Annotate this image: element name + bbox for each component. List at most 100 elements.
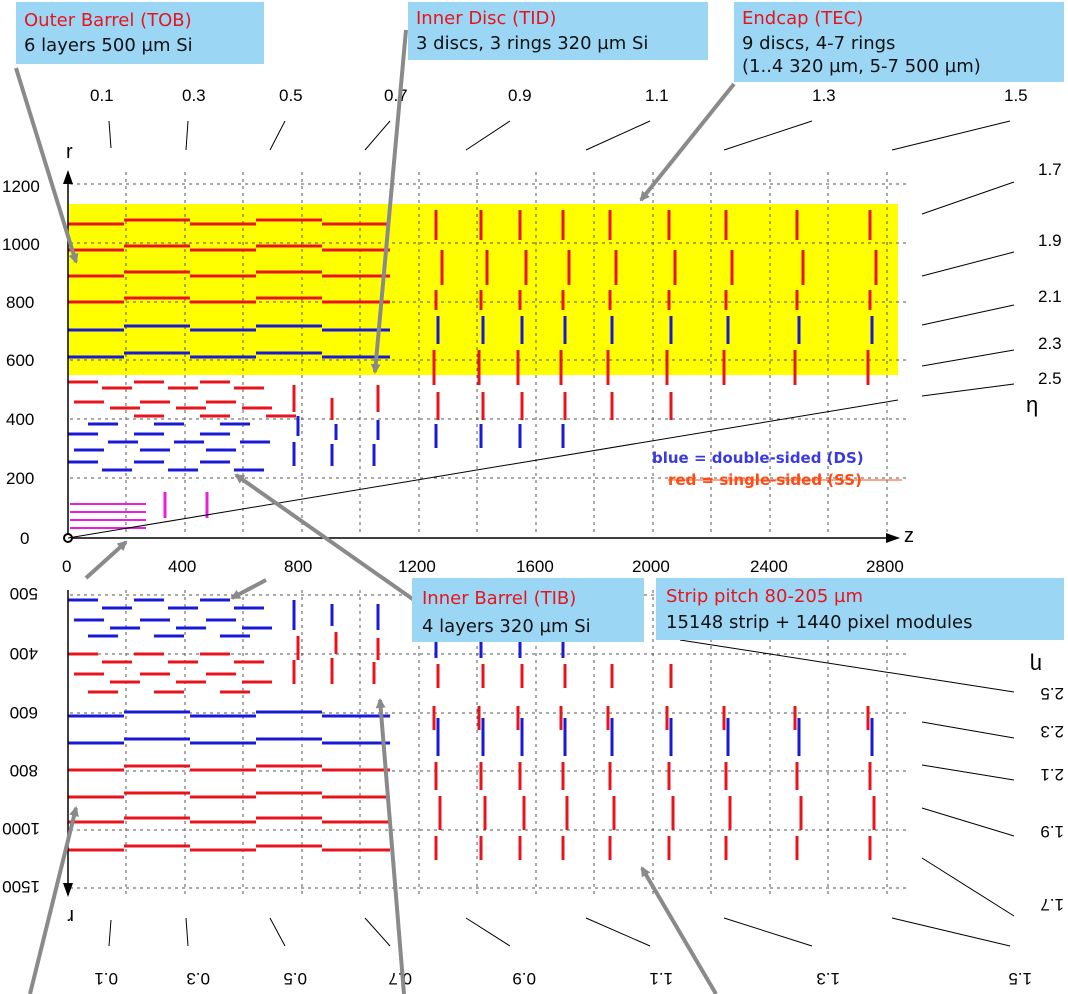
callout-strip-pitch: Strip pitch 80-205 µm 15148 strip + 1440… <box>656 578 1064 640</box>
r-tick-800: 800 <box>6 293 34 312</box>
eta-line <box>891 120 1011 151</box>
eta-line <box>921 857 1015 917</box>
eta-label-1.1: 1.1 <box>645 86 669 105</box>
mirror-eta-1.3: 1.3 <box>816 969 840 988</box>
eta-line <box>364 917 391 947</box>
callout-tid-text: 3 discs, 3 rings 320 µm Si <box>416 33 648 54</box>
eta-labels-mirror: 0.1 0.3 0.5 0.7 0.9 1.1 1.3 1.5 2.5 2.3 … <box>94 684 1064 988</box>
r-tick-1200: 1200 <box>2 177 40 196</box>
eta-line <box>108 120 112 149</box>
mirror-eta-0.9: 0.9 <box>512 969 536 988</box>
eta-line <box>465 917 511 947</box>
eta-line <box>269 917 286 947</box>
z-tick-1200: 1200 <box>398 557 436 576</box>
eta-line <box>921 251 1015 277</box>
endcap-region-highlight <box>68 204 898 375</box>
eta-line <box>364 120 391 151</box>
eta-label-0.7: 0.7 <box>384 86 408 105</box>
eta-right-labels: 1.7 1.9 2.1 2.3 2.5 <box>1038 160 1062 388</box>
eta-line <box>921 181 1015 215</box>
eta-line <box>269 120 286 151</box>
eta-label-0.3: 0.3 <box>182 86 206 105</box>
eta-label-1.3: 1.3 <box>812 86 836 105</box>
eta-label-0.9: 0.9 <box>508 86 532 105</box>
eta-line <box>891 917 1011 947</box>
mirror-eta-1.1: 1.1 <box>649 969 673 988</box>
r-tick-600: 600 <box>6 351 34 370</box>
eta-label-0.1: 0.1 <box>90 86 114 105</box>
arrow-tec-mirror <box>640 866 718 994</box>
eta-line <box>723 120 813 151</box>
eta-axis-label-mirror: η <box>1030 653 1042 678</box>
beam-eta-line <box>67 399 899 539</box>
z-tick-0: 0 <box>62 557 71 576</box>
eta-line <box>185 917 189 947</box>
eta-line <box>921 349 1015 367</box>
arrow-tib-mirror <box>230 578 267 600</box>
r-tick-1000: 1000 <box>2 235 40 254</box>
eta-label-2.1: 2.1 <box>1038 287 1062 306</box>
eta-label-1.7: 1.7 <box>1038 160 1062 179</box>
eta-label-2.3: 2.3 <box>1038 334 1062 353</box>
eta-line <box>921 807 1015 837</box>
eta-top-labels: 0.1 0.3 0.5 0.7 0.9 1.1 1.3 1.5 <box>90 86 1028 105</box>
arrow-tob-mirror <box>28 806 79 994</box>
mirror-eta-0.7: 0.7 <box>388 969 412 988</box>
callout-tec-line2: (1..4 320 µm, 5-7 500 µm) <box>742 56 981 77</box>
callout-tec: Endcap (TEC) 9 discs, 4-7 rings (1..4 32… <box>734 2 1064 82</box>
arrow-tob <box>14 67 79 264</box>
arrow-tid-mirror <box>375 698 406 994</box>
mirror-eta-2.3: 2.3 <box>1040 722 1064 741</box>
z-tick-2000: 2000 <box>632 557 670 576</box>
arrow-tib <box>234 473 416 602</box>
r-tick-labels-mirror: 500 400 600 800 1000 1500 <box>2 584 40 896</box>
callout-tib-title: Inner Barrel (TIB) <box>422 588 576 609</box>
callout-tec-title: Endcap (TEC) <box>742 8 863 29</box>
callout-tob-text: 6 layers 500 µm Si <box>24 35 193 56</box>
callout-pitch-text: 15148 strip + 1440 pixel modules <box>666 612 972 633</box>
z-tick-2400: 2400 <box>750 557 788 576</box>
eta-label-1.5: 1.5 <box>1004 86 1028 105</box>
eta-line <box>585 120 651 151</box>
eta-line <box>465 120 511 151</box>
legend-double-sided: blue = double-sided (DS) <box>652 449 864 467</box>
mirror-r-tick-1000: 1000 <box>2 819 40 838</box>
eta-lines <box>108 120 1015 947</box>
callout-tid-title: Inner Disc (TID) <box>416 8 556 29</box>
z-tick-2800: 2800 <box>866 557 904 576</box>
eta-line <box>585 917 651 947</box>
arrow-tec <box>639 82 736 202</box>
eta-label-0.5: 0.5 <box>279 86 303 105</box>
mirror-eta-0.1: 0.1 <box>94 969 118 988</box>
mirror-r-tick-400: 400 <box>10 644 38 663</box>
eta-line <box>108 919 112 947</box>
arrow-tid <box>370 29 408 374</box>
mirror-eta-1.7: 1.7 <box>1040 895 1064 914</box>
arrow-origin <box>84 540 128 580</box>
mirror-eta-1.9: 1.9 <box>1040 822 1064 841</box>
z-tick-1600: 1600 <box>516 557 554 576</box>
z-tick-400: 400 <box>168 557 196 576</box>
r-tick-400: 400 <box>6 410 34 429</box>
callout-tec-line1: 9 discs, 4-7 rings <box>742 33 895 54</box>
callout-tib-text: 4 layers 320 µm Si <box>422 616 591 637</box>
z-tick-800: 800 <box>284 557 312 576</box>
callout-tob: Outer Barrel (TOB) 6 layers 500 µm Si <box>16 2 264 64</box>
mirror-eta-2.5: 2.5 <box>1040 684 1064 703</box>
z-tick-labels: 0 400 800 1200 1600 2000 2400 2800 <box>62 557 904 576</box>
eta-line <box>679 639 1015 693</box>
eta-line <box>921 764 1015 781</box>
mirror-r-tick-600: 600 <box>10 703 38 722</box>
mirror-eta-0.5: 0.5 <box>283 969 307 988</box>
eta-line <box>185 120 189 151</box>
mirror-r-tick-800: 800 <box>10 761 38 780</box>
callout-tob-title: Outer Barrel (TOB) <box>24 10 192 31</box>
callout-pitch-title: Strip pitch 80-205 µm <box>666 586 863 607</box>
r-axis-label: r <box>66 141 73 163</box>
eta-label-2.5: 2.5 <box>1038 369 1062 388</box>
eta-line <box>921 721 1015 739</box>
r-tick-0: 0 <box>20 529 29 548</box>
eta-line <box>921 304 1015 326</box>
mirror-r-tick-1500: 1500 <box>2 877 40 896</box>
